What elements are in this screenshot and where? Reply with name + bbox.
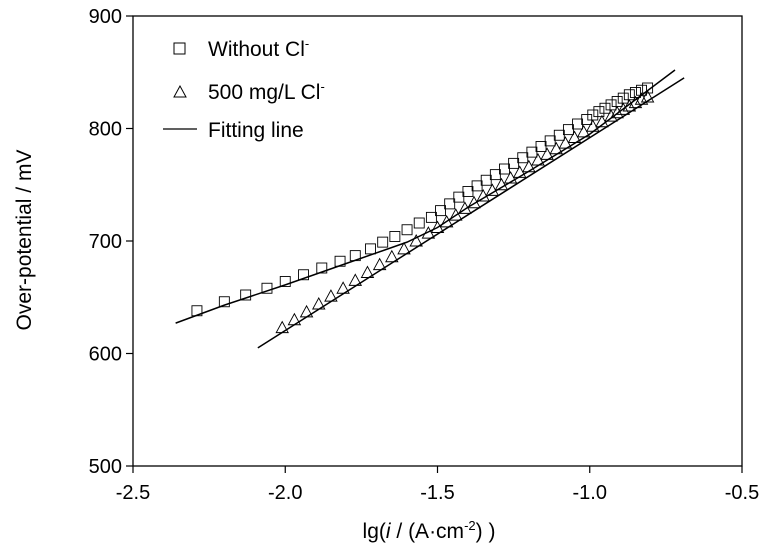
data-point-triangle (360, 265, 375, 278)
x-tick-label: -0.5 (725, 482, 759, 504)
data-point-square (444, 198, 456, 210)
data-point-square (425, 211, 437, 223)
data-point-square (553, 129, 565, 141)
data-point-triangle (449, 208, 463, 221)
data-point-square (462, 186, 474, 197)
legend-triangle-marker (173, 84, 187, 98)
x-tick-label: -1.5 (420, 482, 454, 504)
data-point-triangle (372, 257, 387, 271)
x-axis-label: lg(i / (A·cm-2) ) (363, 518, 496, 543)
y-tick-label: 600 (89, 344, 122, 366)
data-point-square (517, 152, 529, 164)
data-point-triangle (640, 90, 655, 103)
data-point-square (599, 102, 611, 114)
data-point-square (435, 205, 446, 217)
y-tick-label: 800 (89, 119, 122, 141)
data-point-square (581, 114, 593, 125)
data-point-square (544, 135, 556, 147)
y-tick-label: 900 (89, 6, 122, 28)
x-tick-label: -2.5 (116, 482, 150, 504)
x-tick-label: -1.0 (573, 482, 607, 504)
plot-axes: -2.5 -2.0 -1.5 -1.0 -0.5 500 600 700 800 900 (89, 6, 760, 504)
series-square (191, 82, 654, 317)
data-point-square (389, 231, 401, 242)
data-point-square (526, 146, 538, 158)
legend: Without Cl- 500 mg/L Cl- Fitting line (163, 36, 325, 142)
legend-square-marker (173, 42, 186, 55)
fitting-lines (175, 69, 685, 349)
data-point-triangle (275, 320, 289, 334)
data-point-square (587, 109, 599, 121)
data-point-square (572, 118, 584, 130)
y-tick-label: 500 (89, 456, 122, 478)
data-point-triangle (622, 99, 637, 112)
data-point-square (471, 180, 483, 192)
data-point-square (623, 89, 635, 101)
data-point-square (240, 289, 252, 301)
data-point-square (642, 82, 654, 94)
data-point-square (535, 141, 547, 152)
data-point-triangle (287, 312, 302, 326)
data-point-square (365, 243, 376, 255)
data-point-square (279, 276, 291, 287)
data-point-triangle (385, 249, 399, 263)
data-point-square (218, 296, 230, 308)
data-point-square (377, 236, 389, 248)
y-tick-label: 700 (89, 231, 122, 253)
data-point-square (605, 99, 617, 111)
legend-label-500mgl-cl: 500 mg/L Cl- (208, 79, 325, 104)
data-point-square (298, 269, 309, 281)
data-point-square (316, 262, 328, 274)
data-point-square (489, 169, 501, 181)
data-point-triangle (397, 241, 411, 255)
data-point-square (401, 224, 413, 236)
fitting-line (175, 69, 676, 324)
fitting-line (257, 77, 685, 349)
data-point-square (508, 157, 520, 169)
data-point-triangle (494, 177, 509, 191)
legend-label-fitting-line: Fitting line (208, 119, 304, 142)
y-axis-label: Over-potential / mV (13, 150, 36, 331)
data-point-square (611, 96, 623, 107)
data-point-triangle (409, 234, 423, 247)
data-point-square (562, 124, 574, 136)
data-point-triangle (610, 105, 624, 119)
data-point-square (593, 106, 605, 118)
legend-label-without-cl: Without Cl- (208, 36, 309, 61)
series-triangle (275, 90, 655, 334)
data-point-square (617, 92, 629, 104)
data-point-square (480, 174, 492, 186)
data-point-triangle (616, 102, 631, 115)
data-point-square (413, 217, 425, 229)
data-point-square (499, 163, 510, 175)
data-point-square (261, 282, 273, 294)
data-point-square (453, 191, 465, 203)
x-tick-label: -2.0 (268, 482, 302, 504)
data-point-triangle (439, 214, 454, 228)
